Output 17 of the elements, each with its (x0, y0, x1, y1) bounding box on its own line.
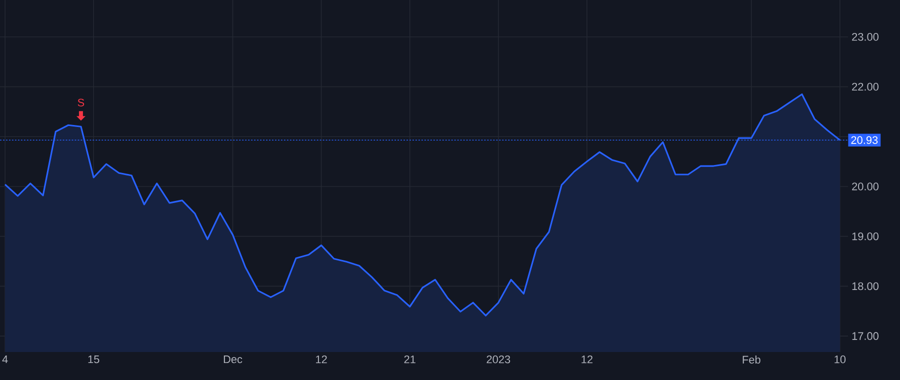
x-tick-label: 4 (2, 356, 8, 364)
x-tick-label: 15 (88, 356, 100, 364)
x-tick-label: 12 (316, 356, 327, 364)
y-tick-label: 23.00 (852, 33, 879, 41)
x-tick-label: 21 (404, 356, 416, 364)
y-tick-label: 22.00 (852, 82, 879, 91)
x-tick-label: 12 (582, 356, 592, 364)
annotation: S (78, 98, 84, 106)
x-tick-label: Dec (224, 356, 242, 364)
y-tick-label: 17.00 (852, 332, 879, 340)
x-tick-label: Feb (742, 356, 760, 364)
x-tick-label: 2023 (486, 356, 510, 364)
y-tick-label: 18.00 (852, 282, 879, 290)
ref-line-label: 20.93 (851, 136, 878, 144)
y-tick-label: 20.00 (852, 182, 879, 190)
y-tick-label: 19.00 (852, 232, 879, 240)
x-tick-label: 10 (834, 356, 846, 364)
